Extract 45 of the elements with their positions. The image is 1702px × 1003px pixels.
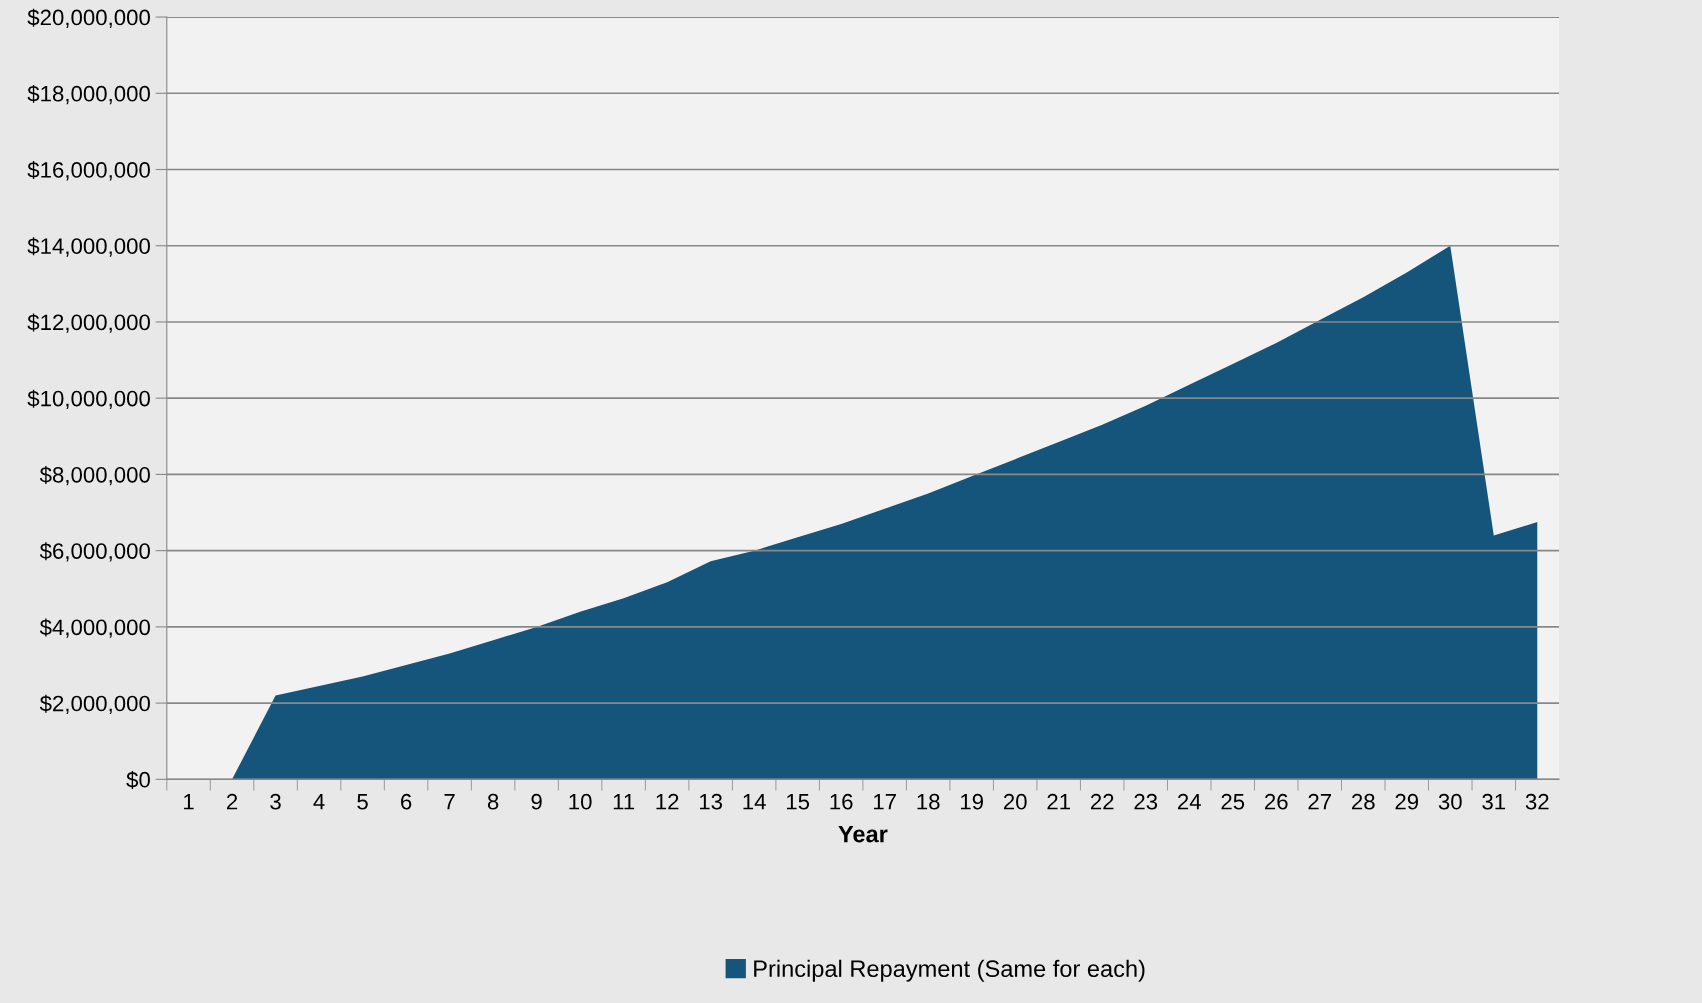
x-tick-label: 15 <box>786 794 810 810</box>
x-tick-label: 16 <box>830 793 853 810</box>
x-tick-label: 6 <box>401 793 412 810</box>
x-tick-label: 20 <box>1003 793 1027 810</box>
x-tick-label: 18 <box>917 793 940 810</box>
x-tick-label: 8 <box>487 793 499 810</box>
x-tick-label: 31 <box>1482 793 1506 810</box>
y-tick-label: $0 <box>126 770 150 789</box>
x-tick-label: 5 <box>357 794 368 810</box>
x-tick-label: 32 <box>1525 793 1549 810</box>
x-tick-label: 11 <box>613 794 635 810</box>
x-tick-label: 25 <box>1221 793 1245 810</box>
x-tick-label: 19 <box>961 793 983 810</box>
x-tick-label: 30 <box>1438 793 1462 810</box>
x-tick-label: 24 <box>1177 793 1201 810</box>
y-tick-label: $16,000,000 <box>27 161 150 181</box>
legend-label: Principal Repayment (Same for each) <box>754 959 1145 982</box>
y-tick-label: $8,000,000 <box>39 466 150 486</box>
x-tick-label: 21 <box>1047 793 1070 810</box>
x-tick-label: 4 <box>313 794 325 810</box>
y-tick-label: $18,000,000 <box>27 84 150 105</box>
x-tick-label: 22 <box>1090 793 1114 810</box>
y-tick-label: $2,000,000 <box>39 694 150 714</box>
x-tick-label: 27 <box>1308 793 1331 810</box>
x-tick-label: 3 <box>270 793 281 810</box>
y-tick-label: $20,000,000 <box>27 8 150 28</box>
y-tick-label: $6,000,000 <box>39 542 150 562</box>
x-tick-label: 2 <box>227 793 238 810</box>
x-axis-title: Year <box>838 825 888 843</box>
x-tick-label: 9 <box>531 793 542 810</box>
x-tick-label: 12 <box>656 793 679 810</box>
x-tick-label: 28 <box>1352 793 1375 810</box>
y-tick-label: $4,000,000 <box>39 618 150 638</box>
y-tick-label: $12,000,000 <box>27 313 150 333</box>
x-tick-label: 26 <box>1264 793 1288 810</box>
y-tick-label: $14,000,000 <box>27 237 150 257</box>
x-tick-label: 23 <box>1134 793 1158 810</box>
x-tick-label: 14 <box>743 794 766 810</box>
y-tick-label: $10,000,000 <box>27 389 150 410</box>
x-tick-label: 17 <box>874 794 896 810</box>
x-tick-label: 7 <box>444 794 455 810</box>
x-tick-label: 10 <box>569 793 592 810</box>
x-tick-label: 13 <box>699 793 723 810</box>
x-tick-label: 29 <box>1395 793 1419 810</box>
x-tick-label: 1 <box>184 794 194 810</box>
